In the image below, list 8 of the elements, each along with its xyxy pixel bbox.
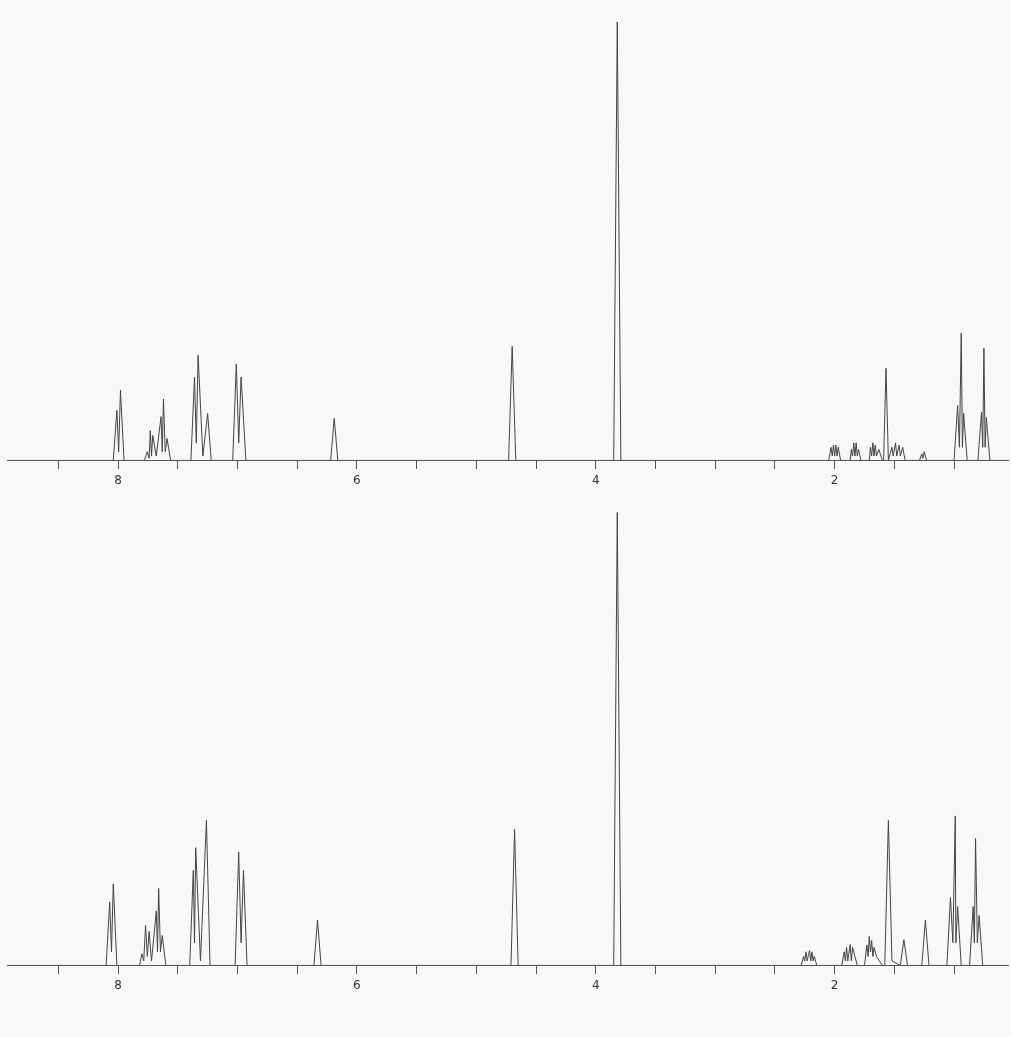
x-tick-label: 8 [114,472,122,487]
x-tick-label: 8 [114,977,122,992]
x-tick-label: 4 [591,472,600,487]
x-tick-label: 6 [353,977,361,992]
x-tick-label: 2 [830,977,839,992]
x-tick-label: 2 [830,472,839,487]
x-tick-label: 6 [353,472,361,487]
x-tick-label: 4 [591,977,600,992]
